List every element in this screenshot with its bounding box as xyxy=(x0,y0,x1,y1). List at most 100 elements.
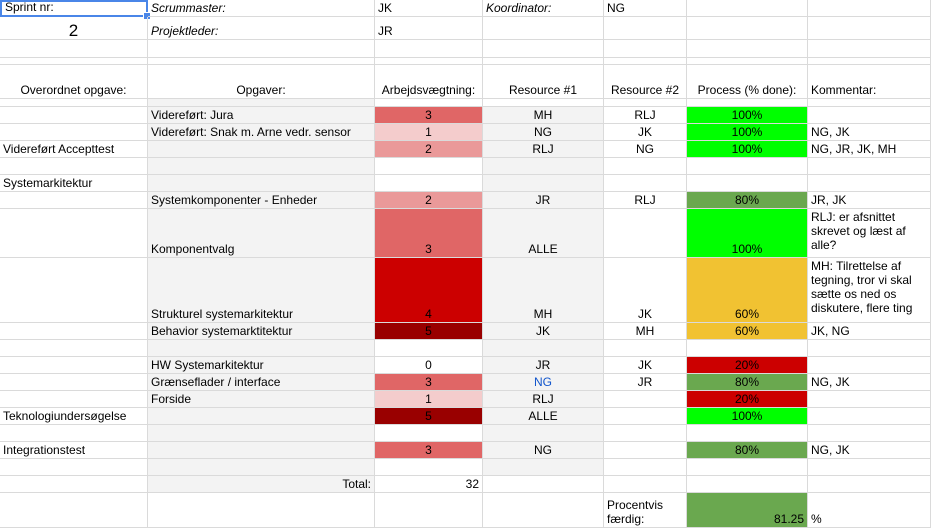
empty-cell[interactable] xyxy=(0,357,148,374)
procent-label-cell[interactable]: Procentvis færdig: xyxy=(604,493,687,528)
empty-cell[interactable] xyxy=(604,442,687,459)
opgave-blank-cell[interactable] xyxy=(148,175,375,192)
empty-cell[interactable] xyxy=(808,340,931,357)
koordinator-value-cell[interactable]: NG xyxy=(604,0,687,17)
empty-cell[interactable] xyxy=(604,476,687,493)
resource-1-cell[interactable]: ALLE xyxy=(483,408,604,425)
total-label-cell[interactable]: Total: xyxy=(148,476,375,493)
empty-cell[interactable] xyxy=(483,99,604,107)
process-cell[interactable]: 100% xyxy=(687,141,808,158)
process-cell[interactable]: 60% xyxy=(687,258,808,323)
overordnet-cell[interactable]: Integrationstest xyxy=(0,442,148,459)
overordnet-cell[interactable]: Videreført Accepttest xyxy=(0,141,148,158)
column-header-kommentar[interactable]: Kommentar: xyxy=(808,65,931,99)
empty-cell[interactable] xyxy=(483,476,604,493)
koordinator-label-cell[interactable]: Koordinator: xyxy=(483,0,604,17)
empty-cell[interactable] xyxy=(687,0,808,17)
empty-cell[interactable] xyxy=(604,40,687,58)
total-value-cell[interactable]: 32 xyxy=(375,476,483,493)
empty-cell[interactable] xyxy=(604,99,687,107)
overordnet-cell[interactable]: Teknologiundersøgelse xyxy=(0,408,148,425)
opgave-blank-cell[interactable] xyxy=(148,442,375,459)
process-cell[interactable]: 80% xyxy=(687,192,808,209)
resource-1-cell[interactable]: MH xyxy=(483,107,604,124)
resource-1-cell[interactable]: NG xyxy=(483,442,604,459)
vaegt-cell[interactable]: 3 xyxy=(375,209,483,258)
sprint-value-cell[interactable]: 2 xyxy=(0,17,148,40)
resource-2-cell[interactable]: JK xyxy=(604,124,687,141)
empty-cell[interactable] xyxy=(604,17,687,40)
empty-cell[interactable] xyxy=(375,425,483,442)
vaegt-cell[interactable]: 2 xyxy=(375,141,483,158)
empty-cell[interactable] xyxy=(687,459,808,476)
empty-cell[interactable] xyxy=(687,476,808,493)
vaegt-cell[interactable]: 5 xyxy=(375,323,483,340)
opgave-cell[interactable]: Behavior systemarktitektur xyxy=(148,323,375,340)
resource-1-cell[interactable]: RLJ xyxy=(483,391,604,408)
empty-cell[interactable] xyxy=(0,425,148,442)
process-cell[interactable]: 100% xyxy=(687,209,808,258)
empty-cell[interactable] xyxy=(808,58,931,65)
resource-2-cell[interactable]: JR xyxy=(604,374,687,391)
resource-1-cell[interactable]: MH xyxy=(483,258,604,323)
resource-1-blank-cell[interactable] xyxy=(483,158,604,175)
opgave-cell[interactable]: Forside xyxy=(148,391,375,408)
projektleder-label-cell[interactable]: Projektleder: xyxy=(148,17,375,40)
procent-value-cell[interactable]: 81.25 xyxy=(687,493,808,528)
opgave-blank-cell[interactable] xyxy=(148,425,375,442)
scrummaster-value-cell[interactable]: JK xyxy=(375,0,483,17)
opgave-blank-cell[interactable] xyxy=(148,99,375,107)
vaegt-cell[interactable]: 2 xyxy=(375,192,483,209)
empty-cell[interactable] xyxy=(604,58,687,65)
empty-cell[interactable] xyxy=(0,391,148,408)
empty-cell[interactable] xyxy=(808,107,931,124)
kommentar-cell[interactable]: MH: Tilrettelse af tegning, tror vi skal… xyxy=(808,258,931,323)
empty-cell[interactable] xyxy=(808,425,931,442)
empty-cell[interactable] xyxy=(604,158,687,175)
resource-2-cell[interactable]: NG xyxy=(604,141,687,158)
resource-1-cell[interactable] xyxy=(483,175,604,192)
resource-1-blank-cell[interactable] xyxy=(483,340,604,357)
opgave-blank-cell[interactable] xyxy=(148,158,375,175)
column-header-vaegt[interactable]: Arbejdsvægtning: xyxy=(375,65,483,99)
resource-2-cell[interactable]: JK xyxy=(604,258,687,323)
process-cell[interactable]: 100% xyxy=(687,124,808,141)
process-cell[interactable]: 100% xyxy=(687,107,808,124)
kommentar-cell[interactable]: NG, JK xyxy=(808,374,931,391)
empty-cell[interactable] xyxy=(604,408,687,425)
empty-cell[interactable] xyxy=(687,425,808,442)
empty-cell[interactable] xyxy=(808,17,931,40)
opgave-blank-cell[interactable] xyxy=(148,340,375,357)
process-cell[interactable]: 80% xyxy=(687,374,808,391)
empty-cell[interactable] xyxy=(808,99,931,107)
resource-1-blank-cell[interactable] xyxy=(483,459,604,476)
empty-cell[interactable] xyxy=(0,493,148,528)
empty-cell[interactable] xyxy=(375,40,483,58)
empty-cell[interactable] xyxy=(808,476,931,493)
empty-cell[interactable] xyxy=(0,476,148,493)
empty-cell[interactable] xyxy=(604,209,687,258)
resource-2-cell[interactable]: MH xyxy=(604,323,687,340)
empty-cell[interactable] xyxy=(808,158,931,175)
empty-cell[interactable] xyxy=(808,0,931,17)
opgave-cell[interactable]: Grænseflader / interface xyxy=(148,374,375,391)
opgave-blank-cell[interactable] xyxy=(148,408,375,425)
vaegt-cell[interactable]: 5 xyxy=(375,408,483,425)
process-cell[interactable]: 60% xyxy=(687,323,808,340)
sprint-label-cell[interactable]: Sprint nr: xyxy=(0,0,148,17)
empty-cell[interactable] xyxy=(808,391,931,408)
empty-cell[interactable] xyxy=(687,17,808,40)
resource-1-cell[interactable]: RLJ xyxy=(483,141,604,158)
empty-cell[interactable] xyxy=(0,340,148,357)
empty-cell[interactable] xyxy=(0,323,148,340)
empty-cell[interactable] xyxy=(604,391,687,408)
empty-cell[interactable] xyxy=(375,340,483,357)
empty-cell[interactable] xyxy=(483,40,604,58)
resource-1-cell[interactable]: NG xyxy=(483,374,604,391)
empty-cell[interactable] xyxy=(808,175,931,192)
empty-cell[interactable] xyxy=(375,175,483,192)
resource-2-cell[interactable]: RLJ xyxy=(604,107,687,124)
empty-cell[interactable] xyxy=(0,40,148,58)
empty-cell[interactable] xyxy=(0,158,148,175)
process-cell[interactable]: 100% xyxy=(687,408,808,425)
